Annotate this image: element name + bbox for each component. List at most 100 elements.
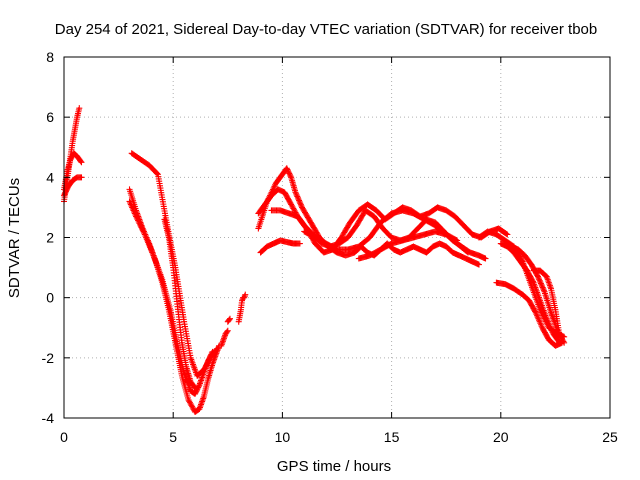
data-point: [76, 105, 83, 112]
data-point: [138, 224, 145, 231]
data-point: [224, 327, 231, 334]
data-point: [135, 218, 142, 225]
chart-title: Day 254 of 2021, Sidereal Day-to-day VTE…: [55, 21, 597, 38]
data-point: [134, 216, 141, 223]
data-point: [539, 283, 546, 290]
y-tick-label: -4: [42, 410, 55, 426]
data-point: [192, 389, 199, 396]
data-point: [537, 280, 544, 287]
y-tick-label: 4: [46, 169, 54, 185]
data-point: [64, 185, 71, 192]
data-point: [154, 170, 161, 177]
data-point: [62, 189, 69, 196]
data-point: [464, 248, 471, 255]
data-point: [503, 230, 510, 237]
data-point: [287, 173, 294, 180]
data-point: [141, 230, 148, 237]
data-point: [537, 279, 544, 286]
series-arc-late-e: [530, 267, 563, 340]
data-point: [61, 191, 68, 198]
data-point: [296, 240, 303, 247]
data-point: [465, 249, 472, 256]
x-tick-label: 5: [169, 429, 177, 445]
data-point: [295, 196, 302, 203]
data-point: [133, 213, 140, 220]
y-axis-label: SDTVAR / TECUs: [6, 178, 23, 298]
y-tick-label: 6: [46, 109, 54, 125]
data-point: [191, 383, 198, 390]
data-point: [540, 285, 547, 292]
data-point: [294, 194, 301, 201]
data-point: [560, 338, 567, 345]
data-point: [285, 169, 292, 176]
data-point: [133, 214, 140, 221]
x-tick-label: 20: [493, 429, 509, 445]
data-point: [195, 383, 202, 390]
data-point: [294, 193, 301, 200]
data-point: [135, 217, 142, 224]
data-point: [285, 167, 292, 174]
data-point: [296, 198, 303, 205]
data-point: [192, 390, 199, 397]
data-point: [561, 339, 568, 346]
data-point: [286, 170, 293, 177]
data-point: [284, 166, 291, 173]
y-tick-label: -2: [42, 350, 55, 366]
data-point: [137, 223, 144, 230]
data-point: [137, 221, 144, 228]
data-points: [61, 105, 568, 415]
series-arc-mid-a: [255, 165, 482, 268]
series-arc-mid-d: [257, 237, 303, 256]
data-point: [297, 200, 304, 207]
data-point: [540, 287, 547, 294]
data-point: [534, 273, 541, 280]
x-tick-label: 0: [60, 429, 68, 445]
data-point: [297, 201, 304, 208]
series-arc-mid-f: [355, 228, 461, 262]
y-tick-label: 8: [46, 49, 54, 65]
data-point: [293, 190, 300, 197]
data-point: [454, 237, 461, 244]
data-point: [213, 346, 220, 353]
data-point: [538, 281, 545, 288]
data-point: [192, 384, 199, 391]
data-point: [556, 333, 563, 340]
data-point: [78, 159, 85, 166]
data-point: [242, 291, 249, 298]
series-arc-mid-e: [301, 207, 472, 256]
series-arc-late-c: [497, 240, 563, 346]
series-arc-late-b: [493, 279, 565, 349]
data-point: [296, 197, 303, 204]
data-point: [292, 189, 299, 196]
data-point: [536, 276, 543, 283]
data-point: [539, 284, 546, 291]
series-arc-fall-d: [161, 216, 199, 391]
data-point: [77, 158, 84, 165]
data-point: [136, 220, 143, 227]
x-tick-label: 25: [602, 429, 618, 445]
data-point: [226, 315, 233, 322]
data-point: [535, 274, 542, 281]
data-point: [298, 203, 305, 210]
data-point: [283, 165, 290, 172]
x-tick-label: 10: [275, 429, 291, 445]
data-point: [140, 228, 147, 235]
data-point: [224, 328, 231, 335]
data-point: [293, 192, 300, 199]
data-point: [532, 308, 539, 315]
data-point: [78, 174, 85, 181]
series-arc-misc-c: [235, 291, 249, 325]
series-arc-misc-a: [218, 327, 231, 349]
data-point: [139, 225, 146, 232]
series-arc-early-b: [61, 150, 85, 193]
data-point: [482, 255, 489, 262]
data-point: [529, 278, 536, 285]
y-tick-label: 0: [46, 290, 54, 306]
axis-ticks: 0 5 10 15 20 25 -4 -2 0 2 4 6 8: [42, 49, 618, 445]
data-point: [536, 277, 543, 284]
y-tick-label: 2: [46, 230, 54, 246]
series-arc-fall-b: [126, 198, 216, 397]
data-point: [139, 227, 146, 234]
x-axis-label: GPS time / hours: [277, 458, 391, 475]
